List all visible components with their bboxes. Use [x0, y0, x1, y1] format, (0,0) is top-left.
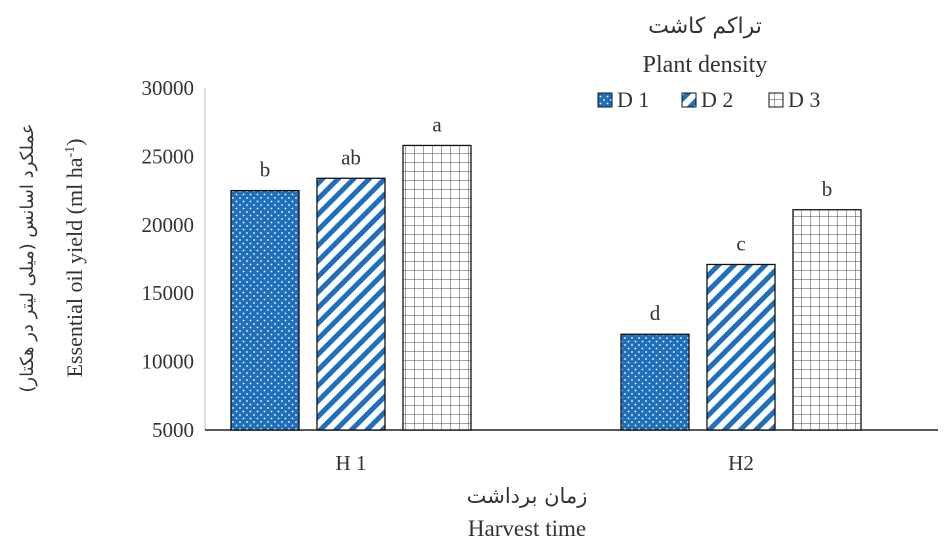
y-axis-title-fa: عملکرد اسانس (میلی لیتر در هکتار)	[17, 123, 38, 392]
y-tick-label: 10000	[142, 350, 195, 374]
bar-d1-h1	[231, 191, 299, 430]
x-tick-label: H 1	[336, 451, 367, 475]
bar-letter: b	[260, 158, 271, 182]
legend-item: D 3	[769, 87, 820, 112]
x-axis-title-en: Harvest time	[468, 516, 586, 541]
legend-items: D 1 D 2 D 3	[598, 87, 820, 112]
y-tick-labels: 5000 10000 15000 20000 25000 30000	[142, 76, 195, 442]
y-axis-title-en-prefix: Essential oil yield (ml ha	[62, 157, 87, 377]
legend-label: D 2	[701, 87, 733, 112]
bar-d3-h1	[403, 145, 471, 430]
bar-letter: b	[822, 177, 833, 201]
y-tick-label: 30000	[142, 76, 195, 100]
legend: تراکم کاشت Plant density D 1 D 2 D 3	[598, 14, 820, 112]
legend-swatch	[682, 93, 696, 107]
bar-d2-h2	[707, 264, 775, 430]
legend-title-en: Plant density	[643, 52, 768, 78]
y-tick-label: 25000	[142, 144, 195, 168]
legend-swatch	[598, 93, 612, 107]
y-tick-label: 15000	[142, 281, 195, 305]
bar-letter: c	[736, 231, 745, 255]
legend-label: D 1	[617, 87, 649, 112]
bar-letter: d	[650, 301, 661, 325]
y-tick-label: 5000	[152, 418, 194, 442]
bar-letter: ab	[341, 145, 361, 169]
y-axis-title-en-suffix: )	[62, 139, 87, 146]
legend-title-fa: تراکم کاشت	[648, 14, 762, 39]
x-axis-title-fa: زمان برداشت	[467, 484, 588, 508]
legend-label: D 3	[788, 87, 820, 112]
x-tick-label: H2	[728, 451, 754, 475]
bar-d2-h1	[317, 178, 385, 430]
legend-swatch	[769, 93, 783, 107]
y-axis-title-en: Essential oil yield (ml ha-1)	[62, 139, 87, 378]
legend-item: D 1	[598, 87, 649, 112]
bars	[231, 145, 861, 430]
bar-d3-h2	[793, 210, 861, 430]
bar-letter: a	[432, 112, 442, 136]
y-tick-label: 20000	[142, 213, 195, 237]
y-axis-title-en-sup: -1	[63, 146, 78, 158]
legend-item: D 2	[682, 87, 733, 112]
x-tick-labels: H 1 H2	[336, 451, 754, 475]
bar-d1-h2	[621, 334, 689, 430]
